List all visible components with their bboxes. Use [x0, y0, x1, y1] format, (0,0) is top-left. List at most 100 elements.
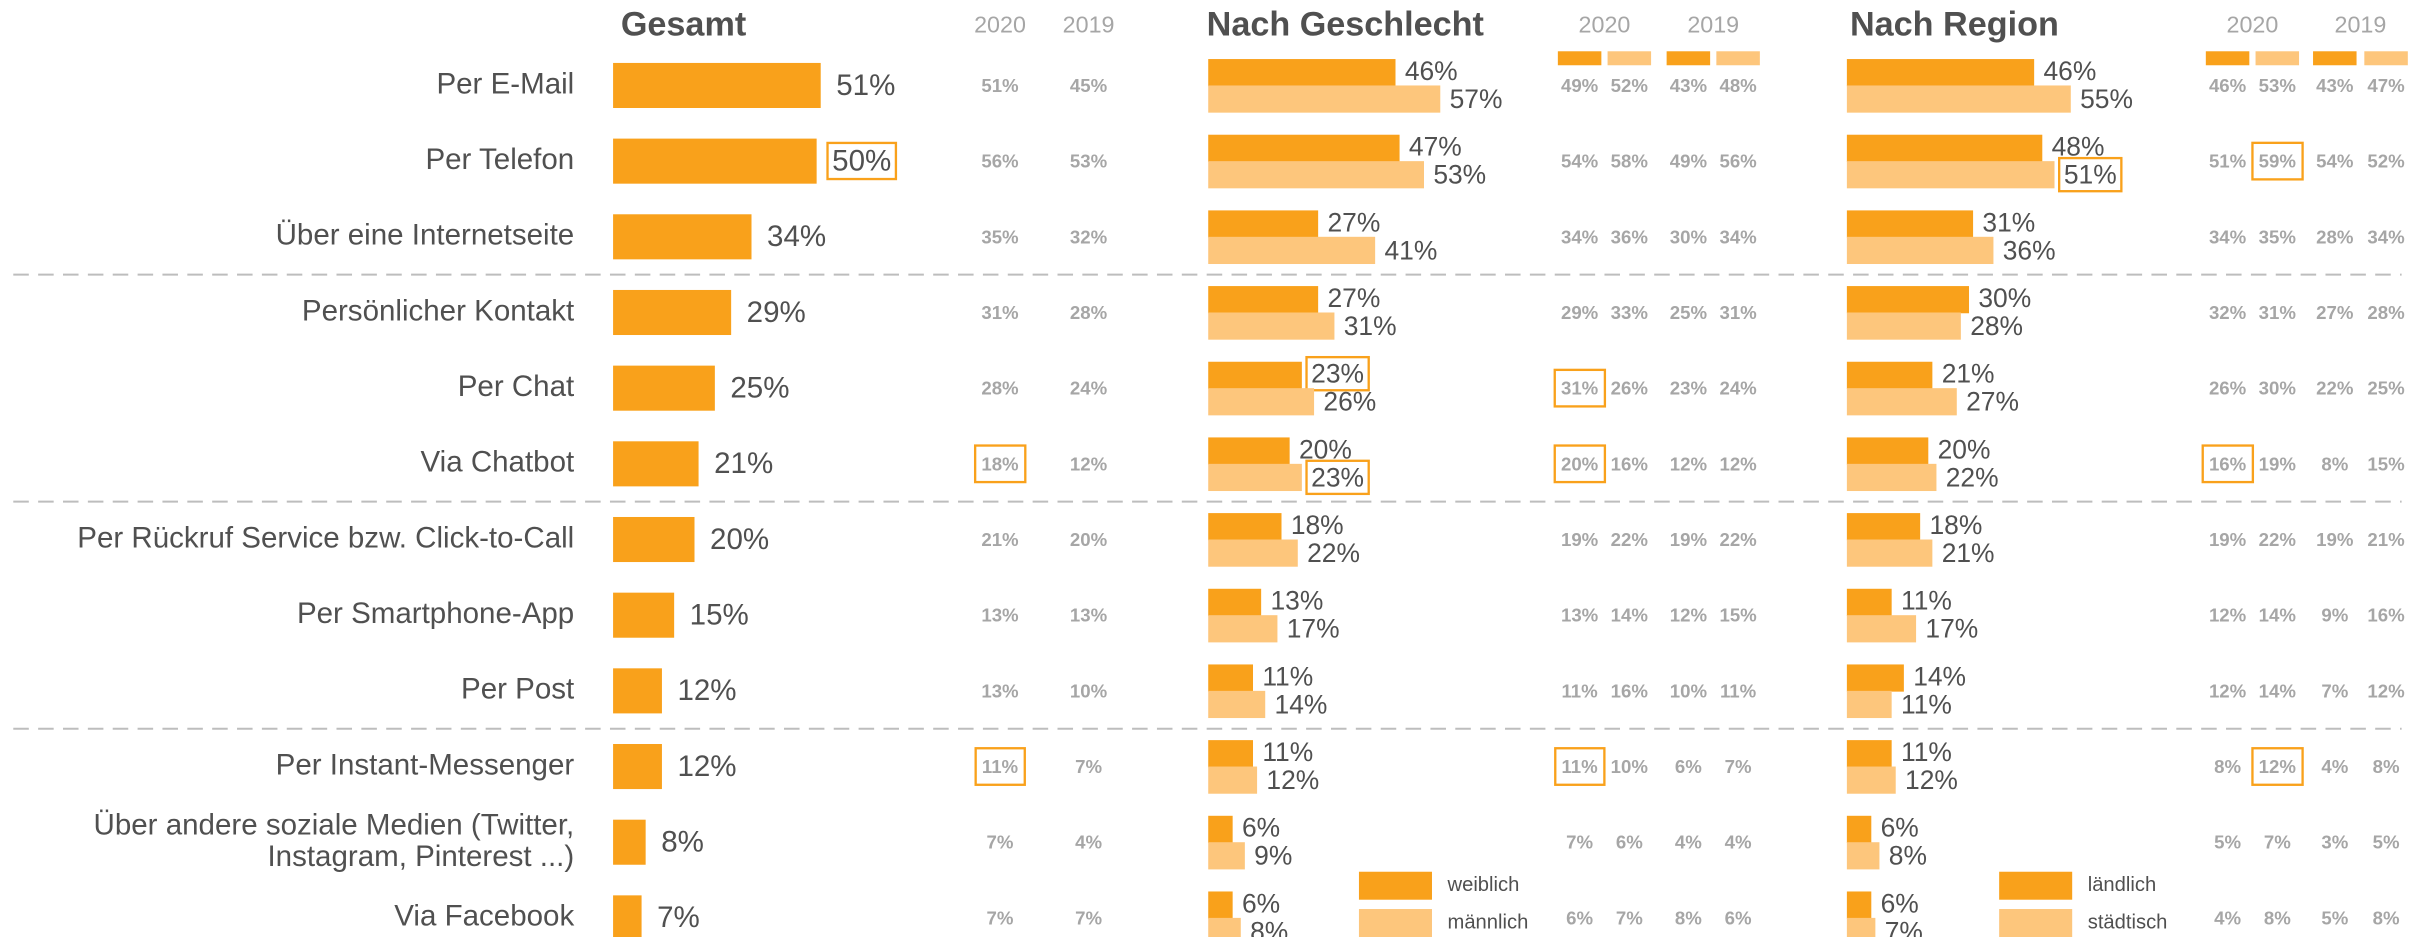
bar [613, 214, 752, 260]
value-label: 20% [710, 523, 769, 556]
table-cell: 52% [2367, 151, 2405, 172]
bar [1208, 588, 1262, 616]
highlight-box [1553, 444, 1607, 484]
highlight-box [973, 444, 1027, 484]
value-label: 31% [1344, 311, 1397, 341]
bar [1846, 312, 1961, 340]
highlight-box [1553, 368, 1607, 408]
bar [1846, 236, 1994, 265]
table-cell: 22% [2259, 529, 2297, 550]
bar [613, 365, 715, 411]
table-cell: 6% [1566, 907, 1593, 928]
table-cell: 13% [981, 605, 1019, 626]
bar [1846, 664, 1904, 692]
table-cell: 13% [1561, 605, 1599, 626]
category-label: Via Facebook [394, 900, 574, 933]
bar [1208, 85, 1441, 113]
table-cell: 49% [1561, 75, 1599, 96]
value-label: 6% [1242, 888, 1280, 918]
value-label: 36% [2003, 235, 2056, 265]
bar [1846, 463, 1937, 492]
bar [1846, 361, 1933, 389]
category-label: Per Post [461, 673, 574, 706]
table-cell: 5% [2214, 832, 2241, 853]
table-cell: 24% [1719, 378, 1757, 399]
category-label: Per Rückruf Service bzw. Click-to-Call [77, 521, 574, 554]
legend-swatch [1999, 909, 2073, 937]
value-label: 20% [1938, 434, 1991, 464]
table-cell: 3% [2321, 832, 2348, 853]
bar [1846, 917, 1876, 937]
value-label: 7% [657, 901, 700, 934]
value-label: 23% [1311, 462, 1364, 492]
table-cell: 12% [2209, 605, 2247, 626]
table-cell: 12% [2259, 756, 2297, 777]
table-cell: 10% [1670, 680, 1708, 701]
bar [1208, 134, 1400, 162]
table-cell: 20% [1561, 453, 1599, 474]
table-swatch [2364, 51, 2408, 66]
table-cell: 35% [2259, 226, 2297, 247]
table-cell: 34% [2209, 226, 2247, 247]
table-cell: 4% [2214, 907, 2241, 928]
table-cell: 31% [981, 302, 1019, 323]
highlight-box [974, 747, 1026, 786]
value-label: 51% [2064, 160, 2117, 190]
table-cell: 35% [981, 226, 1019, 247]
table-cell: 4% [1075, 832, 1102, 853]
table-cell: 36% [1611, 226, 1649, 247]
table-header: 2019 [2335, 12, 2387, 38]
value-label: 11% [1262, 661, 1313, 691]
table-cell: 6% [1675, 756, 1702, 777]
table-cell: 7% [987, 832, 1014, 853]
table-cell: 31% [1561, 378, 1599, 399]
table-cell: 32% [1070, 226, 1108, 247]
table-cell: 19% [1561, 529, 1599, 550]
table-cell: 8% [2214, 756, 2241, 777]
bar [613, 62, 821, 108]
panel-title: Gesamt [621, 5, 746, 43]
table-cell: 6% [1616, 832, 1643, 853]
table-header: 2020 [2227, 12, 2279, 38]
value-label: 20% [1299, 434, 1352, 464]
table-header: 2019 [1063, 12, 1115, 38]
table-cell: 25% [2367, 378, 2405, 399]
category-label: Per Instant-Messenger [276, 748, 575, 781]
bar [1846, 134, 2043, 162]
table-cell: 10% [1070, 680, 1108, 701]
value-label: 12% [1905, 765, 1958, 795]
value-label: 15% [690, 599, 749, 632]
value-label: 17% [1287, 614, 1340, 644]
category-label: Via Chatbot [421, 446, 575, 479]
bar [1846, 437, 1929, 465]
bar [1208, 236, 1376, 265]
table-cell: 10% [1611, 756, 1649, 777]
table-header: 2019 [1687, 12, 1739, 38]
table-cell: 53% [2259, 75, 2297, 96]
value-label: 18% [1291, 510, 1344, 540]
table-cell: 47% [2367, 75, 2405, 96]
value-label: 12% [1266, 765, 1319, 795]
table-cell: 19% [2209, 529, 2247, 550]
bar [1846, 740, 1892, 768]
table-cell: 21% [981, 529, 1019, 550]
bar [1208, 891, 1233, 919]
value-label: 41% [1384, 235, 1437, 265]
value-label: 22% [1946, 462, 1999, 492]
value-label: 53% [1433, 160, 1486, 190]
bar [1846, 842, 1880, 870]
value-label: 6% [1242, 813, 1280, 843]
value-label: 50% [832, 144, 891, 177]
legend-label: städtisch [2088, 911, 2168, 933]
bar [1208, 740, 1254, 768]
table-cell: 11% [982, 756, 1019, 777]
table-cell: 12% [1719, 453, 1757, 474]
table-swatch [1666, 51, 1711, 66]
table-cell: 28% [2367, 302, 2405, 323]
value-label: 21% [714, 447, 773, 480]
value-label: 31% [1982, 207, 2035, 237]
value-label: 12% [677, 750, 736, 783]
value-label: 25% [730, 372, 789, 405]
legend-swatch [1358, 909, 1432, 937]
category-label: Persönlicher Kontakt [302, 294, 574, 327]
